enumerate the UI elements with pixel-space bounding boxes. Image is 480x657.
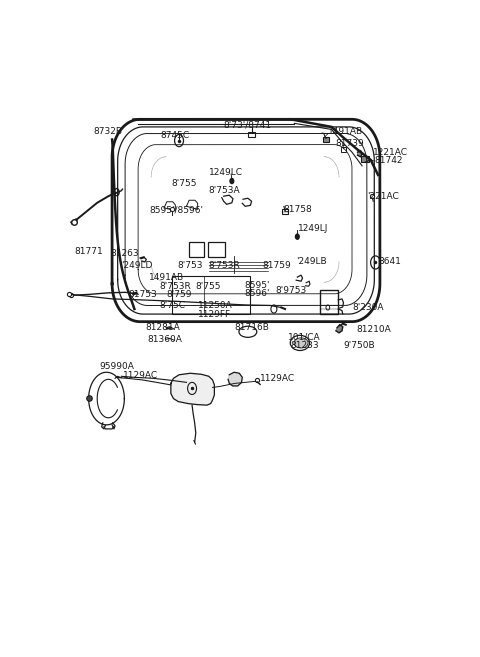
Text: 101/CA: 101/CA [288, 332, 321, 342]
Bar [341, 147, 346, 152]
Text: 1249LC: 1249LC [209, 168, 243, 177]
Text: 1221AC: 1221AC [372, 148, 408, 156]
Text: 81233: 81233 [290, 341, 319, 350]
Ellipse shape [294, 338, 308, 348]
Text: 8595': 8595' [244, 281, 270, 290]
Polygon shape [336, 325, 343, 333]
Text: 8'9753: 8'9753 [275, 286, 306, 295]
Text: 8745C: 8745C [160, 131, 190, 140]
Text: 1491AB: 1491AB [328, 127, 363, 137]
Text: 8'759: 8'759 [166, 290, 192, 300]
Text: '249LD: '249LD [121, 261, 153, 269]
Bar [190, 242, 204, 257]
Text: 81759: 81759 [263, 261, 291, 269]
Bar [172, 276, 250, 314]
Text: 81753: 81753 [129, 290, 157, 300]
Text: 8'755: 8'755 [196, 282, 221, 291]
Text: 81742: 81742 [374, 156, 403, 166]
Text: 95990A: 95990A [99, 362, 134, 371]
Ellipse shape [239, 327, 257, 337]
Text: 81716B: 81716B [234, 323, 269, 332]
Text: 8'753R: 8'753R [160, 282, 192, 291]
Text: 8641: 8641 [378, 258, 401, 267]
Text: 8596': 8596' [244, 289, 270, 298]
Polygon shape [228, 373, 242, 386]
Polygon shape [171, 373, 215, 405]
Polygon shape [358, 150, 362, 157]
Text: 81739: 81739 [335, 139, 364, 148]
Text: 81263: 81263 [110, 249, 139, 258]
Bar [321, 290, 338, 314]
Text: 8'755: 8'755 [172, 179, 197, 188]
Text: 9'750B: 9'750B [344, 342, 375, 350]
Text: 81758: 81758 [283, 205, 312, 214]
Text: '249LB: '249LB [296, 258, 327, 267]
Text: 81360A: 81360A [147, 335, 182, 344]
Bar [208, 242, 225, 257]
Text: 8'753: 8'753 [177, 261, 203, 269]
Circle shape [230, 179, 234, 183]
Text: 8'230A: 8'230A [352, 303, 384, 312]
Ellipse shape [290, 335, 310, 350]
Text: 8'753A: 8'753A [209, 186, 240, 194]
Text: 8'753R: 8'753R [209, 261, 240, 269]
Text: 1249LJ: 1249LJ [298, 223, 328, 233]
Text: '221AC: '221AC [367, 192, 399, 200]
Text: 1129FF: 1129FF [198, 309, 231, 319]
Text: 8595'/8596': 8595'/8596' [149, 206, 204, 215]
Text: 11250A: 11250A [198, 301, 232, 310]
Bar [248, 132, 254, 137]
Text: 1129AC: 1129AC [122, 371, 157, 380]
Text: 81281A: 81281A [145, 323, 180, 332]
Text: 8732B: 8732B [94, 127, 122, 137]
Bar [323, 137, 329, 142]
Bar [360, 156, 369, 162]
Text: 81210A: 81210A [356, 325, 391, 334]
Text: 81771: 81771 [74, 247, 103, 256]
Text: 8'73'/8741: 8'73'/8741 [224, 121, 272, 130]
Bar [282, 210, 288, 214]
Text: 1129AC: 1129AC [260, 374, 295, 383]
Text: 1491AB: 1491AB [149, 273, 184, 282]
Text: 8'75C: 8'75C [160, 301, 186, 310]
Circle shape [296, 234, 299, 239]
